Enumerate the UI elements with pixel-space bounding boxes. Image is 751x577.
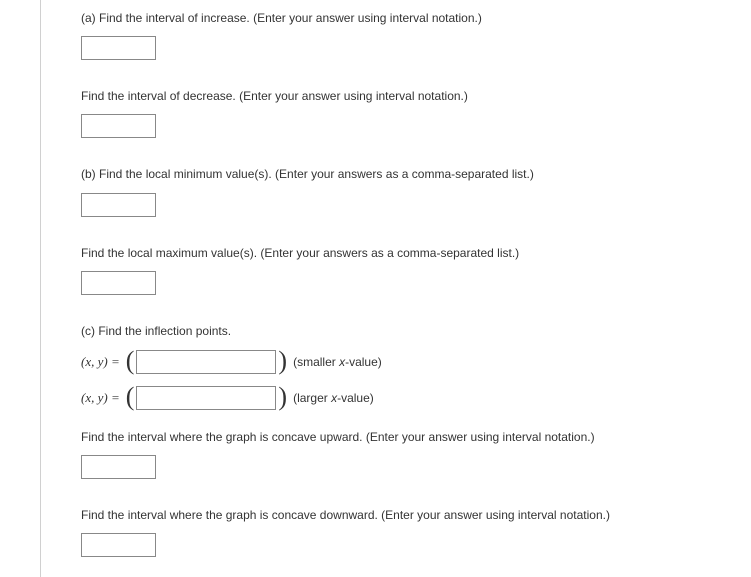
prompt-local-min: (b) Find the local minimum value(s). (En… xyxy=(81,166,751,182)
input-decrease-interval[interactable] xyxy=(81,114,156,138)
paren-right-2: ) xyxy=(278,384,287,410)
part-b-min: (b) Find the local minimum value(s). (En… xyxy=(81,166,751,216)
part-a-increase: (a) Find the interval of increase. (Ente… xyxy=(81,10,751,60)
prompt-concave-up: Find the interval where the graph is con… xyxy=(81,429,751,445)
part-c-concave-up: Find the interval where the graph is con… xyxy=(81,429,751,479)
part-c-inflection: (c) Find the inflection points. (x, y) =… xyxy=(81,323,751,411)
input-concave-down[interactable] xyxy=(81,533,156,557)
inflection-point-2-row: (x, y) = ( ) (larger x-value) xyxy=(81,385,751,411)
paren-right-1: ) xyxy=(278,348,287,374)
question-container: (a) Find the interval of increase. (Ente… xyxy=(40,0,751,577)
part-b-max: Find the local maximum value(s). (Enter … xyxy=(81,245,751,295)
prompt-decrease: Find the interval of decrease. (Enter yo… xyxy=(81,88,751,104)
prompt-local-max: Find the local maximum value(s). (Enter … xyxy=(81,245,751,261)
part-c-concave-down: Find the interval where the graph is con… xyxy=(81,507,751,557)
input-inflection-1[interactable] xyxy=(136,350,276,374)
input-concave-up[interactable] xyxy=(81,455,156,479)
xy-label-2: (x, y) = xyxy=(81,390,124,406)
xy-label-1: (x, y) = xyxy=(81,354,124,370)
inflection-1-qualifier: (smaller x-value) xyxy=(289,355,382,369)
prompt-increase: (a) Find the interval of increase. (Ente… xyxy=(81,10,751,26)
part-a-decrease: Find the interval of decrease. (Enter yo… xyxy=(81,88,751,138)
prompt-inflection: (c) Find the inflection points. xyxy=(81,323,751,339)
prompt-concave-down: Find the interval where the graph is con… xyxy=(81,507,751,523)
paren-left-2: ( xyxy=(126,384,135,410)
input-local-max[interactable] xyxy=(81,271,156,295)
inflection-2-qualifier: (larger x-value) xyxy=(289,391,374,405)
paren-left-1: ( xyxy=(126,348,135,374)
input-increase-interval[interactable] xyxy=(81,36,156,60)
input-local-min[interactable] xyxy=(81,193,156,217)
input-inflection-2[interactable] xyxy=(136,386,276,410)
inflection-point-1-row: (x, y) = ( ) (smaller x-value) xyxy=(81,349,751,375)
